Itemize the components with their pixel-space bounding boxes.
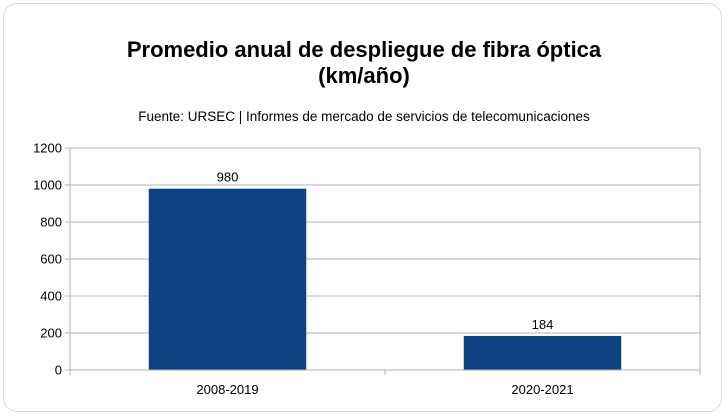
y-tick-label: 0 [55, 363, 62, 378]
chart-title-line-2: (km/año) [318, 63, 410, 88]
bar-2008-2019 [148, 188, 307, 370]
y-tick-label: 800 [40, 215, 62, 230]
y-tick-label: 400 [40, 289, 62, 304]
labels: 0 200 400 600 800 1000 1200 980 2008-2019 184 2020… [33, 141, 574, 398]
bar-value-label: 980 [217, 170, 239, 185]
chart-title: Promedio anual de despliegue de fibra óp… [127, 37, 602, 62]
y-tick-label: 1000 [33, 178, 62, 193]
bars [148, 188, 622, 370]
x-tick-label: 2020-2021 [511, 382, 573, 397]
x-tick-label: 2008-2019 [196, 382, 258, 397]
bar-value-label: 184 [532, 317, 554, 332]
y-tick-label: 600 [40, 252, 62, 267]
y-tick-label: 200 [40, 326, 62, 341]
axes [65, 147, 701, 375]
y-tick-label: 1200 [33, 141, 62, 156]
bar-2020-2021 [463, 335, 622, 370]
chart-subtitle: Fuente: URSEC | Informes de mercado de s… [138, 109, 590, 124]
